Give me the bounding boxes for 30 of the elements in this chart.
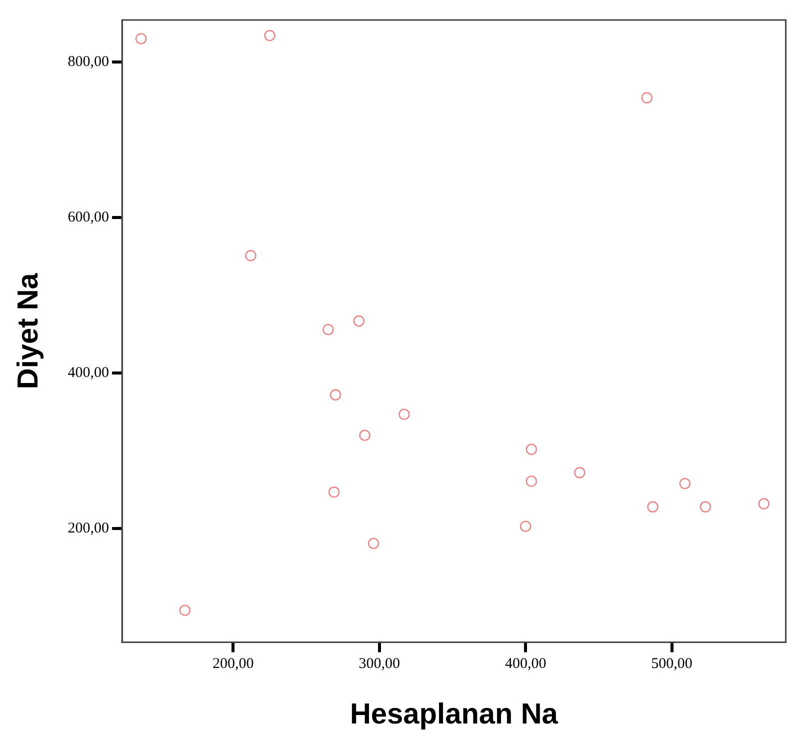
point (322, 324, 334, 336)
point (520, 520, 532, 532)
point (245, 250, 256, 262)
x-tick-label: 500,00 (651, 656, 692, 672)
point (179, 604, 191, 616)
point (353, 315, 364, 327)
point (368, 538, 380, 550)
point (526, 444, 538, 455)
point (758, 498, 770, 510)
y-tick-label: 600,00 (68, 209, 110, 226)
point (679, 478, 691, 490)
x-tick-label: 400,00 (504, 656, 546, 672)
point (526, 476, 538, 487)
y-tick-label: 800,00 (68, 54, 110, 70)
point (264, 30, 276, 42)
x-tick-label: 300,00 (358, 656, 400, 672)
point (398, 408, 410, 420)
y-axis-title: Diyet Na (12, 272, 44, 390)
x-tick-label: 200,00 (212, 656, 254, 672)
point (700, 501, 711, 512)
point (574, 467, 586, 478)
point (359, 430, 370, 441)
x-axis-title: Hesaplanan Na (350, 698, 559, 731)
y-tick-label: 200,00 (68, 520, 110, 537)
point (328, 486, 340, 498)
point (330, 389, 342, 400)
point (135, 33, 147, 44)
y-tick-label: 400,00 (68, 365, 110, 382)
point (647, 501, 658, 512)
point (641, 92, 653, 104)
